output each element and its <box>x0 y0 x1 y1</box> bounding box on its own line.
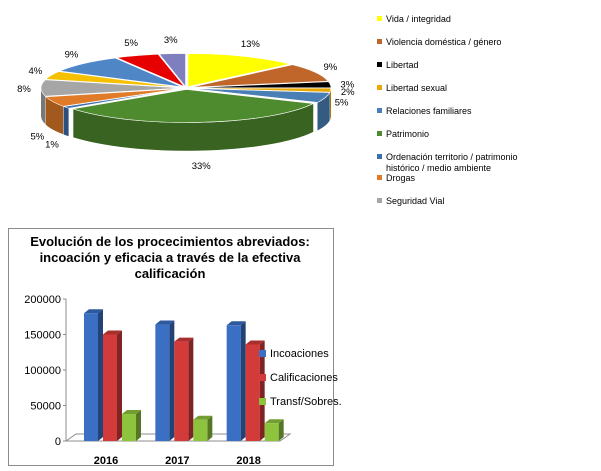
pie-data-label: 1% <box>45 140 59 151</box>
pie-slice <box>63 88 182 109</box>
pie-data-label: 5% <box>335 98 349 109</box>
pie-slice <box>187 53 291 87</box>
pie-data-label: 5% <box>30 131 44 142</box>
pie-slice <box>115 53 185 87</box>
bar-title-line-3: calificación <box>134 266 206 281</box>
bar-chart-title: Evolución de los procecimientos abreviad… <box>10 234 330 282</box>
pie-data-label: 33% <box>192 161 212 172</box>
pie-data-label: 2% <box>341 87 355 98</box>
pie-legend-swatch <box>377 85 382 90</box>
pie-legend-label: Libertad sexual <box>386 83 447 93</box>
pie-legend-swatch <box>377 108 382 113</box>
pie-slice-side <box>41 88 46 125</box>
pie-slice <box>58 57 183 88</box>
pie-data-label: 5% <box>124 38 138 49</box>
pie-legend-swatch <box>377 198 382 203</box>
pie-slice <box>45 88 182 107</box>
pie-data-label: 3% <box>164 35 178 46</box>
pie-slice-side <box>317 92 330 131</box>
pie-legend-label: Patrimonio <box>386 129 429 139</box>
bar-title-line-1: Evolución de los procecimientos abreviad… <box>30 234 310 249</box>
pie-legend: Vida / integridad Violencia doméstica / g… <box>377 14 518 206</box>
pie-slice <box>40 79 182 97</box>
pie-data-label: 13% <box>241 39 261 50</box>
pie-data-label: 9% <box>323 62 337 73</box>
pie-legend-label: Seguridad Vial <box>386 196 444 206</box>
pie-slice <box>45 71 182 88</box>
pie-slice <box>73 89 315 123</box>
pie-slices <box>40 53 332 123</box>
pie-slice-side <box>73 103 314 151</box>
pie-legend-label: Drogas <box>386 173 416 183</box>
pie-data-label: 4% <box>29 66 43 77</box>
pie-slice <box>190 88 331 103</box>
pie-legend-label: Vida / integridad <box>386 14 451 24</box>
pie-legend-label: Relaciones familiares <box>386 106 472 116</box>
pie-legend-swatch <box>377 154 382 159</box>
pie-slice <box>158 53 186 88</box>
pie-legend-swatch <box>377 62 382 67</box>
pie-data-label: 9% <box>65 49 79 60</box>
pie-slice-side <box>329 88 331 121</box>
pie-slice-side <box>45 96 64 135</box>
bar-title-line-2: incoación y eficacia a través de la efec… <box>39 250 301 265</box>
pie-data-labels: 13%9%3%2%5%33%1%5%8%4%9%5% 3% <box>17 35 355 172</box>
pie-slice <box>190 64 329 88</box>
pie-legend-label: Libertad <box>386 60 419 70</box>
pie-slice <box>190 87 332 93</box>
pie-legend-swatch <box>377 175 382 180</box>
pie-data-label: 8% <box>17 84 31 95</box>
pie-legend-swatch <box>377 16 382 21</box>
pie-data-label: 3% <box>340 79 354 90</box>
pie-legend-label: Ordenación territorio / patrimonio <box>386 152 518 162</box>
pie-3d-sides <box>41 88 331 151</box>
pie-chart: 13%9%3%2%5%33%1%5%8%4%9%5% 3% Vida / inte… <box>17 14 518 206</box>
pie-slice-side <box>63 106 69 137</box>
pie-legend-label: histórico / medio ambiente <box>386 163 491 173</box>
pie-legend-swatch <box>377 39 382 44</box>
pie-legend-label: Violencia doméstica / género <box>386 37 501 47</box>
pie-legend-swatch <box>377 131 382 136</box>
